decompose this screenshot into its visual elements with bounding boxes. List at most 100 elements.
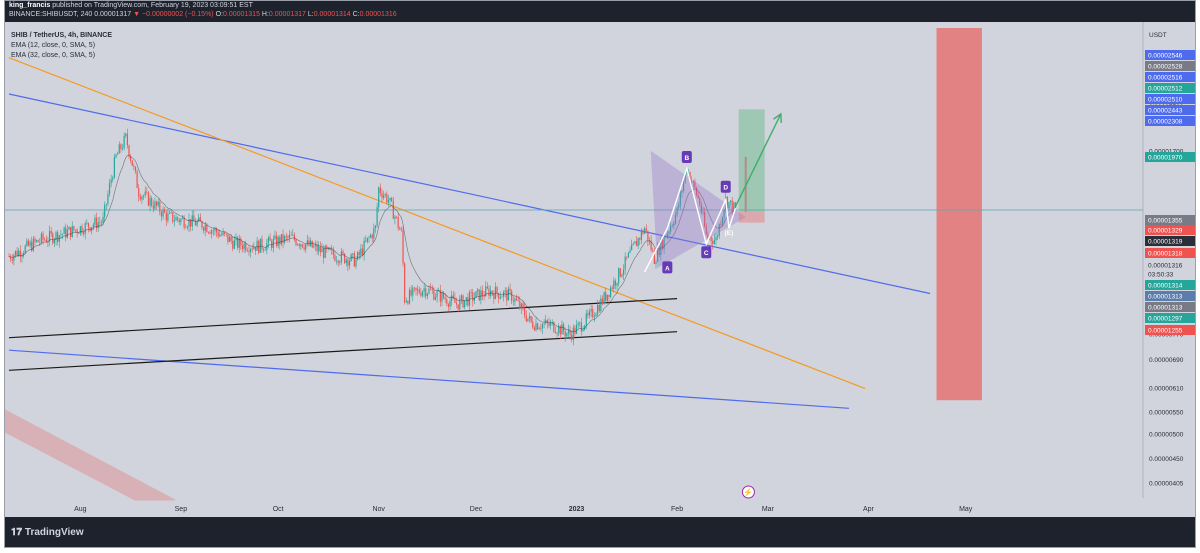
legend-title[interactable]: SHIB / TetherUS, 4h, BINANCE	[11, 32, 112, 39]
candle-body-182	[303, 247, 305, 250]
candle-body-409	[671, 225, 673, 227]
trendline-2[interactable]	[8, 349, 849, 409]
candle-body-225	[373, 227, 375, 239]
candle-body-57	[100, 222, 103, 223]
candle-body-319	[525, 315, 527, 322]
wave-label-4[interactable]: (E)	[725, 230, 734, 237]
legend-indicator-ema-12[interactable]: EMA (12, close, 0, SMA, 5)	[11, 42, 96, 49]
candle-body-378	[621, 274, 623, 277]
candle-body-302	[498, 293, 500, 299]
candle-body-370	[608, 294, 610, 298]
candle-body-420	[689, 172, 691, 182]
author-name[interactable]: king_francis	[9, 2, 51, 9]
legend-indicator-ema-32[interactable]: EMA (32, close, 0, SMA, 5)	[11, 52, 96, 59]
candle-body-332	[546, 320, 548, 323]
candle-body-414	[679, 192, 681, 205]
candle-body-415	[681, 190, 683, 193]
candle-body-232	[384, 194, 386, 196]
candle-body-290	[478, 289, 480, 301]
candle-body-63	[110, 179, 112, 184]
tradingview-logo[interactable]: 𝟏𝟕 TradingView	[11, 527, 84, 538]
candle-body-447	[733, 202, 735, 212]
candle-body-133	[224, 232, 226, 234]
wave-label-bg-0	[662, 261, 673, 274]
candle-body-163	[272, 238, 274, 248]
candle-body-396	[650, 240, 652, 250]
long-position-stop[interactable]	[738, 211, 765, 223]
candle-body-353	[580, 322, 583, 332]
candle-body-100	[170, 212, 172, 214]
candle-body-421	[691, 181, 693, 183]
candle-body-107	[181, 217, 184, 219]
chart-legend: SHIB / TetherUS, 4h, BINANCE EMA (12, cl…	[11, 31, 112, 61]
triangle-pattern[interactable]	[650, 150, 746, 269]
wave-label-2[interactable]: C	[704, 250, 709, 257]
candle-body-359	[590, 309, 592, 312]
candle-body-402	[660, 239, 662, 256]
price-label-14: 0.00001314	[1148, 283, 1183, 290]
price-tick-2: 0.00000770	[1149, 332, 1184, 339]
candle-body-311	[512, 301, 514, 302]
target-arrow-line[interactable]	[734, 113, 782, 207]
candle-body-101	[172, 212, 174, 222]
candle-body-174	[290, 234, 292, 236]
footer-bar: 𝟏𝟕 TradingView	[5, 517, 1195, 547]
candle-body-36	[66, 229, 68, 238]
candle-body-141	[237, 237, 239, 248]
candle-body-193	[321, 248, 323, 253]
candle-body-326	[537, 323, 539, 330]
target-arrow-head	[773, 112, 782, 123]
candle-body-69	[120, 144, 122, 150]
candle-body-103	[175, 217, 177, 221]
red-channel-drawing[interactable]	[5, 409, 176, 501]
candle-body-198	[329, 247, 331, 250]
price-label-bg-14	[1145, 280, 1195, 290]
wave-label-3[interactable]: D	[723, 185, 728, 192]
candle-body-156	[261, 238, 263, 249]
candle-body-239	[395, 216, 398, 218]
candle-body-137	[230, 236, 232, 241]
candle-body-135	[227, 234, 229, 242]
candle-body-146	[245, 243, 247, 251]
candle-body-295	[486, 286, 488, 289]
candle-body-324	[533, 327, 535, 331]
candle-body-426	[699, 198, 701, 205]
candle-body-238	[394, 216, 396, 219]
candle-body-318	[524, 307, 526, 316]
candle-body-308	[507, 288, 510, 301]
candle-body-124	[209, 232, 211, 234]
price-label-6: 0.00002308	[1148, 119, 1183, 126]
candle-body-201	[334, 255, 336, 261]
trendline-4[interactable]	[8, 331, 678, 371]
wave-label-1[interactable]: B	[684, 155, 689, 162]
lightning-icon[interactable]	[741, 485, 755, 499]
candle-body-166	[277, 237, 279, 247]
time-tick-5: 2023	[569, 506, 585, 513]
candle-body-200	[332, 249, 334, 256]
candle-body-373	[613, 280, 615, 289]
symbol-text: BINANCE:SHIBUSDT, 240	[9, 11, 93, 18]
red-zone-box[interactable]	[936, 28, 982, 401]
candle-body-11	[26, 240, 28, 246]
trendline-0[interactable]	[8, 93, 931, 295]
candle-body-136	[228, 236, 231, 242]
trendline-1[interactable]	[8, 57, 866, 390]
candle-body-237	[392, 201, 394, 219]
price-chart[interactable]: ABCD(E)⚡USDT0.000021000.000017000.000007…	[5, 22, 1196, 519]
candle-body-320	[527, 318, 529, 322]
long-position-target[interactable]	[738, 109, 765, 212]
candle-body-171	[285, 235, 287, 237]
candle-body-401	[658, 246, 660, 256]
candle-body-45	[81, 226, 83, 234]
wave-zigzag[interactable]	[644, 165, 737, 273]
candle-body-40	[73, 226, 75, 231]
candle-body-177	[295, 239, 297, 245]
candle-body-278	[459, 298, 461, 310]
candle-body-233	[386, 194, 388, 203]
trendline-3[interactable]	[8, 298, 678, 339]
candle-body-303	[499, 297, 501, 299]
candle-body-216	[358, 252, 360, 255]
candle-body-81	[139, 196, 141, 200]
wave-label-0[interactable]: A	[665, 265, 670, 272]
candle-body-172	[287, 236, 289, 238]
